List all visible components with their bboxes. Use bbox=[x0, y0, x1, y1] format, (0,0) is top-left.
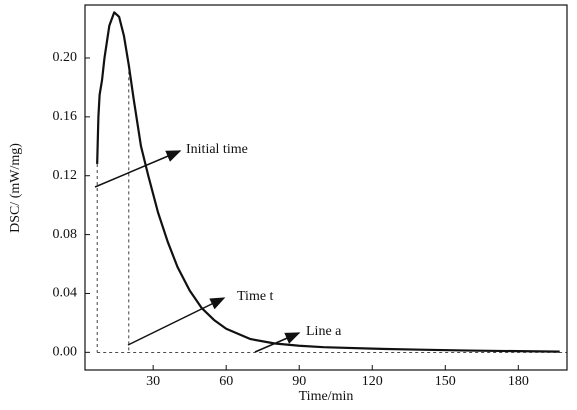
y-tick-label: 0.16 bbox=[53, 109, 78, 124]
arrow bbox=[254, 332, 301, 353]
curve bbox=[96, 11, 560, 353]
x-tick-label: 90 bbox=[292, 374, 306, 389]
annotation: Line a bbox=[306, 324, 342, 339]
y-tick-label: 0.12 bbox=[53, 168, 78, 183]
x-tick-label: 180 bbox=[508, 374, 529, 389]
x-tick-label: 60 bbox=[219, 374, 233, 389]
x-tick-label: 30 bbox=[146, 374, 160, 389]
y-tick-label: 0.00 bbox=[53, 345, 78, 360]
plot-frame bbox=[84, 4, 568, 371]
y-tick-label: 0.08 bbox=[53, 227, 78, 242]
y-tick-label: 0.04 bbox=[53, 286, 78, 301]
x-tick-label: 150 bbox=[435, 374, 456, 389]
annotation: Initial time bbox=[186, 142, 248, 157]
y-axis-label: DSC/ (mW/mg) bbox=[8, 143, 23, 233]
annotation: Time t bbox=[237, 289, 274, 304]
arrow bbox=[127, 297, 226, 346]
arrow bbox=[94, 150, 182, 188]
x-axis-label: Time/min bbox=[299, 389, 354, 404]
y-tick-label: 0.20 bbox=[53, 50, 78, 65]
x-tick-label: 120 bbox=[362, 374, 383, 389]
